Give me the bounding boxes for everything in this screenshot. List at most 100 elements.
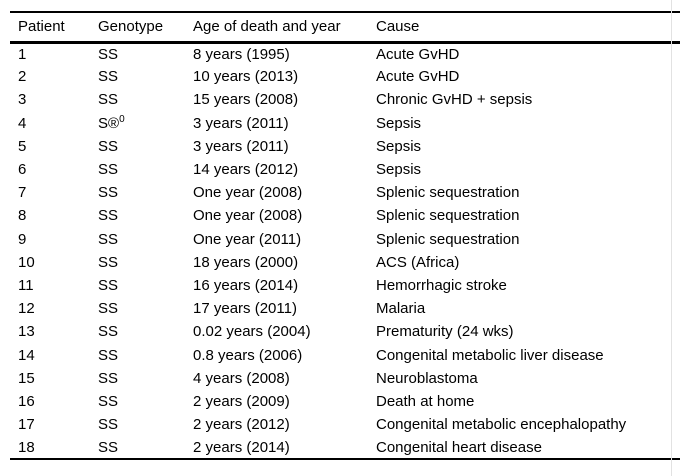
cell-cause: ACS (Africa) [376, 253, 460, 271]
cell-patient: 13 [18, 323, 35, 341]
table-row: 17 SS 2 years (2012) Congenital metaboli… [10, 413, 680, 436]
cell-age: 0.02 years (2004) [193, 323, 311, 341]
cell-genotype: SS [98, 392, 119, 410]
cell-patient: 16 [18, 392, 35, 410]
table-row: 5 SS 3 years (2011) Sepsis [10, 135, 680, 158]
cell-cause: Sepsis [376, 114, 422, 132]
table-row: 9 SS One year (2011) Splenic sequestrati… [10, 228, 680, 251]
cell-age: 0.8 years (2006) [193, 346, 303, 364]
table-row: 10 SS 18 years (2000) ACS (Africa) [10, 251, 680, 274]
cell-age: One year (2008) [193, 207, 303, 225]
cell-age: 10 years (2013) [193, 68, 299, 86]
cell-patient: 2 [18, 68, 27, 86]
cell-age: 2 years (2012) [193, 416, 290, 434]
patient-deaths-table: Patient Genotype Age of death and year C… [10, 11, 680, 461]
cell-cause: Congenital metabolic liver disease [376, 346, 604, 364]
cell-cause: Splenic sequestration [376, 207, 520, 225]
table-header: Patient Genotype Age of death and year C… [10, 12, 680, 44]
cell-age: 2 years (2009) [193, 392, 290, 410]
cell-patient: 8 [18, 207, 27, 225]
page-edge-divider [671, 0, 672, 476]
cell-genotype: SS [98, 369, 119, 387]
cell-genotype: SS [98, 45, 119, 63]
cell-age: 3 years (2011) [193, 137, 289, 155]
table-row: 15 SS 4 years (2008) Neuroblastoma [10, 367, 680, 390]
cell-cause: Splenic sequestration [376, 184, 520, 202]
column-header-cause: Cause [376, 12, 680, 44]
cell-patient: 18 [18, 438, 35, 456]
cell-genotype: SS [98, 207, 119, 225]
cell-patient: 11 [18, 276, 34, 294]
cell-cause: Hemorrhagic stroke [376, 276, 507, 294]
table-row: 16 SS 2 years (2009) Death at home [10, 390, 680, 413]
column-header-age: Age of death and year [193, 12, 376, 44]
cell-genotype: SS [98, 91, 119, 109]
cell-patient: 6 [18, 161, 27, 179]
genotype-superscript: 0 [119, 113, 125, 125]
cell-age: 3 years (2011) [193, 114, 289, 132]
cell-patient: 14 [18, 346, 35, 364]
table-row: 2 SS 10 years (2013) Acute GvHD [10, 65, 680, 88]
cell-genotype: SS [98, 253, 119, 271]
table-row: 11 SS 16 years (2014) Hemorrhagic stroke [10, 274, 680, 297]
table-row: 18 SS 2 years (2014) Congenital heart di… [10, 436, 680, 459]
column-header-genotype: Genotype [98, 12, 193, 44]
cell-genotype: S®0 [98, 113, 125, 132]
cell-patient: 3 [18, 91, 27, 109]
cell-cause: Splenic sequestration [376, 230, 520, 248]
table-row: 8 SS One year (2008) Splenic sequestrati… [10, 204, 680, 227]
cell-cause: Acute GvHD [376, 45, 460, 63]
cell-genotype: SS [98, 137, 119, 155]
cell-age: 15 years (2008) [193, 91, 299, 109]
table-row: 3 SS 15 years (2008) Chronic GvHD + seps… [10, 88, 680, 111]
column-header-patient: Patient [10, 12, 98, 44]
cell-genotype: SS [98, 184, 119, 202]
table-body: 1 SS 8 years (1995) Acute GvHD 2 SS 10 y… [10, 42, 680, 459]
cell-cause: Chronic GvHD + sepsis [376, 91, 533, 109]
cell-patient: 1 [18, 45, 27, 63]
cell-patient: 10 [18, 253, 35, 271]
cell-cause: Malaria [376, 300, 426, 318]
table-row: 6 SS 14 years (2012) Sepsis [10, 158, 680, 181]
cell-genotype: SS [98, 276, 119, 294]
table-row: 12 SS 17 years (2011) Malaria [10, 297, 680, 320]
cell-genotype: SS [98, 68, 119, 86]
cell-cause: Sepsis [376, 161, 422, 179]
cell-patient: 12 [18, 300, 35, 318]
cell-genotype: SS [98, 161, 119, 179]
cell-age: 4 years (2008) [193, 369, 290, 387]
cell-age: 17 years (2011) [193, 300, 297, 318]
cell-age: 8 years (1995) [193, 45, 290, 63]
cell-patient: 17 [18, 416, 35, 434]
cell-age: One year (2011) [193, 230, 302, 248]
cell-genotype: SS [98, 438, 119, 456]
cell-age: 16 years (2014) [193, 276, 299, 294]
cell-patient: 15 [18, 369, 35, 387]
cell-genotype: SS [98, 300, 119, 318]
cell-genotype: SS [98, 230, 119, 248]
cell-cause: Acute GvHD [376, 68, 460, 86]
cell-cause: Prematurity (24 wks) [376, 323, 514, 341]
cell-genotype: SS [98, 323, 119, 341]
cell-cause: Congenital heart disease [376, 438, 542, 456]
table-row: 1 SS 8 years (1995) Acute GvHD [10, 42, 680, 65]
cell-patient: 7 [18, 184, 27, 202]
cell-cause: Death at home [376, 392, 475, 410]
table-row: 4 S®0 3 years (2011) Sepsis [10, 112, 680, 135]
cell-patient: 4 [18, 114, 27, 132]
cell-age: 14 years (2012) [193, 161, 299, 179]
cell-age: 18 years (2000) [193, 253, 299, 271]
cell-cause: Congenital metabolic encephalopathy [376, 416, 627, 434]
table-row: 7 SS One year (2008) Splenic sequestrati… [10, 181, 680, 204]
cell-patient: 9 [18, 230, 27, 248]
table-row: 14 SS 0.8 years (2006) Congenital metabo… [10, 343, 680, 366]
cell-cause: Sepsis [376, 137, 422, 155]
cell-cause: Neuroblastoma [376, 369, 478, 387]
header-row: Patient Genotype Age of death and year C… [10, 12, 680, 44]
cell-age: 2 years (2014) [193, 438, 290, 456]
cell-patient: 5 [18, 137, 27, 155]
cell-age: One year (2008) [193, 184, 303, 202]
cell-genotype: SS [98, 346, 119, 364]
cell-genotype: SS [98, 416, 119, 434]
